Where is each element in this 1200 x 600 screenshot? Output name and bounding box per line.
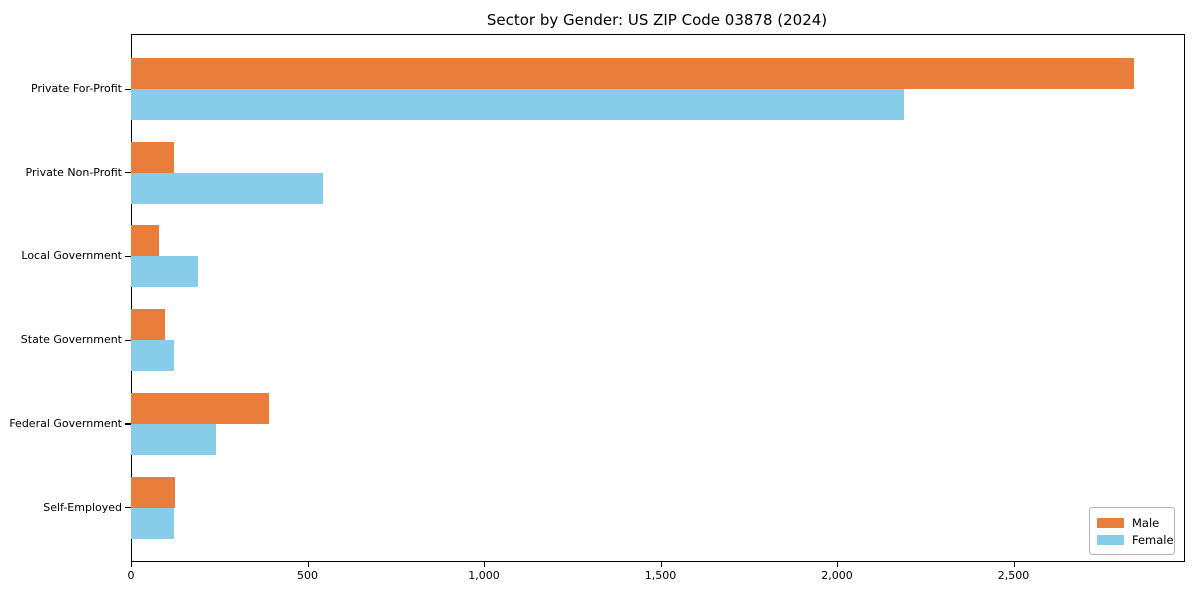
x-tick-mark xyxy=(660,561,662,567)
bar-female-private-non-profit xyxy=(131,172,324,204)
legend-entry-female: Female xyxy=(1097,531,1174,548)
legend-label-male: Male xyxy=(1132,515,1160,530)
legend: Male Female xyxy=(1089,507,1175,555)
female-color-swatch xyxy=(1097,534,1124,545)
x-tick-mark xyxy=(837,561,839,567)
bar-male-private-for-profit xyxy=(131,58,1134,89)
legend-entry-male: Male xyxy=(1097,514,1166,531)
y-tick-mark xyxy=(125,172,131,174)
y-tick-mark xyxy=(125,255,131,258)
bar-male-state-government xyxy=(131,309,165,341)
y-tick-mark xyxy=(125,507,131,509)
bar-male-private-non-profit xyxy=(131,141,175,173)
bar-male-self-employed xyxy=(131,476,176,508)
x-tick-mark xyxy=(307,561,309,567)
bars-layer xyxy=(131,34,1183,560)
chart-title: Sector by Gender: US ZIP Code 03878 (202… xyxy=(486,11,828,29)
x-tick-label-2-000: 2,000 xyxy=(821,569,853,582)
x-tick-label-2-500: 2,500 xyxy=(997,569,1030,582)
plot-area xyxy=(131,34,1185,562)
legend-label-female: Female xyxy=(1132,532,1174,547)
y-tick-label-self-employed: Self-Employed xyxy=(43,500,122,514)
bar-male-federal-government xyxy=(131,392,269,424)
x-tick-mark xyxy=(131,561,133,567)
x-tick-mark xyxy=(1013,561,1015,567)
y-tick-label-local-government: Local Government xyxy=(21,249,122,263)
x-tick-mark xyxy=(484,561,486,567)
y-tick-mark xyxy=(125,339,131,341)
bar-female-state-government xyxy=(131,340,175,372)
bar-male-local-government xyxy=(131,225,160,257)
male-color-swatch xyxy=(1097,517,1124,528)
x-tick-label-1-500: 1,500 xyxy=(644,569,677,582)
x-tick-label-0: 0 xyxy=(127,569,135,582)
y-tick-label-private-non-profit: Private Non-Profit xyxy=(25,165,122,179)
bar-female-local-government xyxy=(131,256,199,288)
x-tick-label-500: 500 xyxy=(297,569,318,582)
bar-female-self-employed xyxy=(131,507,175,539)
y-tick-mark xyxy=(125,88,131,90)
y-tick-label-private-for-profit: Private For-Profit xyxy=(31,82,122,95)
bar-female-private-for-profit xyxy=(131,89,905,120)
x-tick-label-1-000: 1,000 xyxy=(468,569,500,582)
y-tick-label-state-government: State Government xyxy=(20,333,122,347)
y-tick-label-federal-government: Federal Government xyxy=(9,416,122,430)
y-tick-mark xyxy=(125,423,131,425)
bar-female-federal-government xyxy=(131,423,216,455)
